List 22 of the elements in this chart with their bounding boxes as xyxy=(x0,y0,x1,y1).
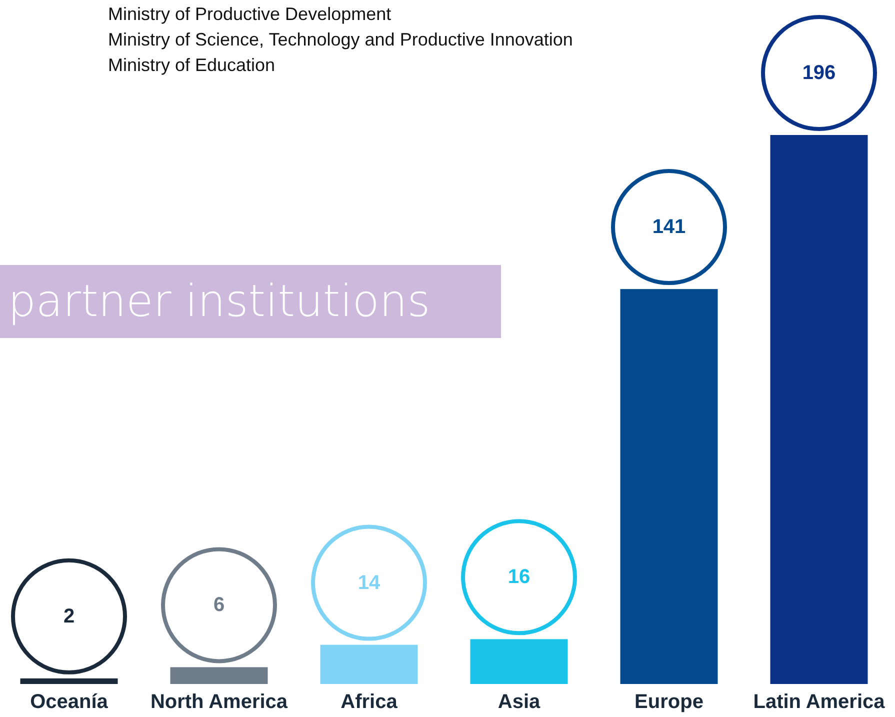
bar xyxy=(20,678,118,684)
bar xyxy=(170,667,268,684)
bar xyxy=(320,644,418,684)
data-label: 14 xyxy=(358,572,381,594)
x-tick-label: Africa xyxy=(340,691,398,713)
data-label: 2 xyxy=(63,605,75,628)
bar xyxy=(620,289,718,684)
x-tick-label: Asia xyxy=(498,691,541,713)
text: Ministry of Science, Technology and Productive Innovation xyxy=(108,30,573,50)
x-tick-label: Europe xyxy=(634,691,704,713)
data-label: 6 xyxy=(213,594,225,616)
data-label: 141 xyxy=(652,216,686,238)
bar xyxy=(470,639,568,684)
text: partner institutions xyxy=(8,276,430,327)
text: Ministry of Education xyxy=(108,55,276,75)
data-label: 16 xyxy=(508,566,530,588)
x-tick-label: Latin America xyxy=(753,691,886,713)
bar xyxy=(770,135,868,684)
x-tick-label: North America xyxy=(150,691,288,713)
data-label: 196 xyxy=(802,62,836,84)
x-tick-label: Oceanía xyxy=(30,691,109,713)
text: Ministry of Productive Development xyxy=(108,4,392,24)
